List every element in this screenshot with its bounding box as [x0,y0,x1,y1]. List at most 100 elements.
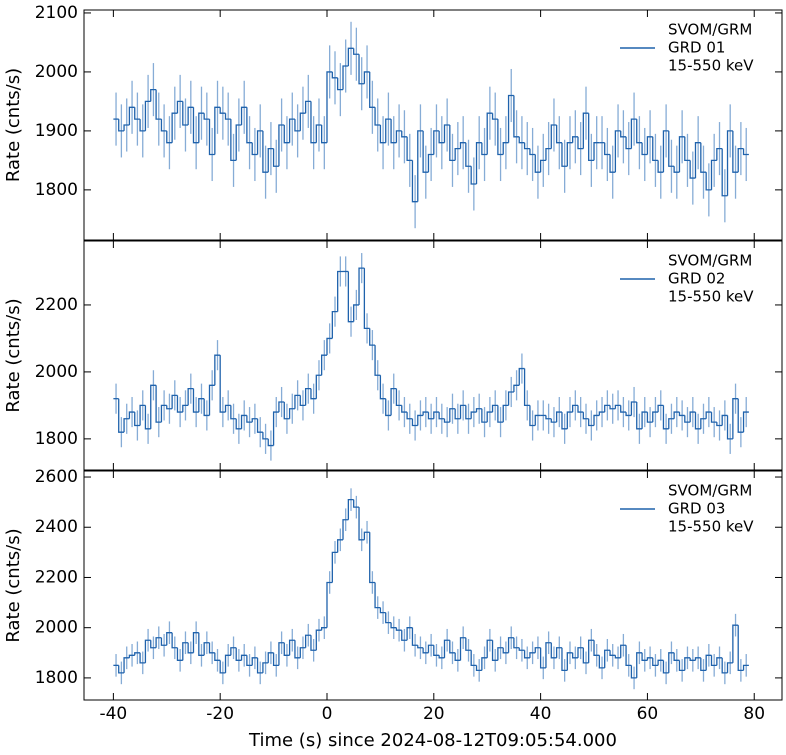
step [737,398,744,433]
step [689,411,696,423]
step [684,657,691,671]
step [668,130,675,167]
step [214,106,221,155]
step [219,660,226,674]
step [315,124,322,143]
step [288,118,295,143]
step [497,119,504,156]
step [732,130,739,173]
step [598,655,605,669]
step [390,119,397,144]
step [710,412,717,423]
plot-frame [83,9,783,241]
step [299,647,306,658]
step [668,418,675,429]
step [475,665,482,672]
step [566,411,573,429]
step [150,640,157,649]
step [593,640,600,656]
step [417,645,424,649]
step [438,412,445,420]
step [588,418,595,427]
step [288,639,295,656]
step [620,405,627,413]
x-axis-label: Time (s) since 2024-08-12T09:05:54.000 [248,730,617,751]
step [395,130,402,143]
step [123,657,130,673]
step [150,384,157,429]
step [716,147,723,161]
step [235,418,242,430]
step [203,113,210,120]
step [620,130,627,138]
step [267,652,274,663]
step [337,270,344,312]
step [454,408,461,420]
step [497,405,504,423]
plot-frame [83,470,783,701]
step [134,652,141,656]
step [657,659,664,666]
step [454,652,461,661]
step [427,644,434,653]
step [182,404,189,413]
step [326,71,333,143]
step [187,387,194,406]
step [689,657,696,661]
step [566,652,573,671]
y-tick-label: 2200 [35,567,78,587]
step [470,650,477,666]
y-axis-label: Rate (cnts/s) [3,68,24,182]
step [470,166,477,185]
step [529,405,536,427]
step [465,405,472,420]
step [219,355,226,413]
step [315,629,322,651]
step [310,635,317,651]
step [625,136,632,150]
step [486,639,493,658]
step [678,660,685,672]
step [353,48,360,55]
step [742,148,749,156]
step [534,647,541,653]
step [636,119,643,144]
step [561,142,568,167]
step [166,130,173,144]
step [582,412,589,420]
step [636,402,643,430]
step [465,142,472,167]
y-tick-label: 1800 [35,668,78,688]
step [620,644,627,658]
step [342,519,349,540]
step [427,153,434,173]
step [358,267,365,305]
step [342,65,349,90]
step [251,657,258,666]
step [700,418,707,429]
step [251,142,258,156]
step [673,652,680,661]
step [411,160,418,203]
step [609,154,616,173]
step [240,414,247,429]
x-tick-label: -40 [99,704,127,724]
step [459,404,466,419]
step [278,124,285,167]
step [347,47,354,67]
y-tick-label: 2400 [35,517,78,537]
step [166,632,173,646]
x-tick-label: 20 [423,704,445,724]
step [732,624,739,663]
step [716,657,723,666]
step [646,136,653,155]
step [337,539,344,553]
step [604,404,611,413]
step [208,642,215,654]
step [726,662,733,673]
step [315,374,322,399]
step [176,395,183,413]
step [283,125,290,144]
step [406,412,413,420]
step [262,662,269,673]
